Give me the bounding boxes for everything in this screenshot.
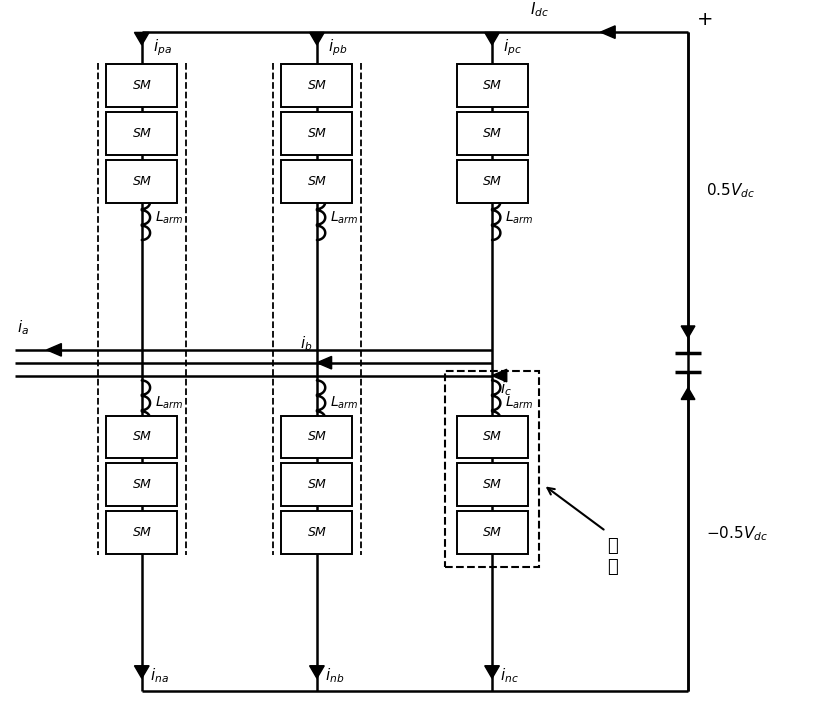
Text: $SM$: $SM$	[132, 127, 152, 140]
Bar	[282, 416, 352, 458]
Text: $L_{arm}$: $L_{arm}$	[330, 209, 359, 226]
Text: $L_{arm}$: $L_{arm}$	[155, 209, 183, 226]
Polygon shape	[309, 665, 324, 678]
Text: $i_{nb}$: $i_{nb}$	[325, 667, 344, 685]
Text: $SM$: $SM$	[482, 526, 502, 539]
Bar	[107, 64, 178, 107]
Text: $SM$: $SM$	[132, 431, 152, 443]
Polygon shape	[600, 26, 615, 39]
Text: $i_{nc}$: $i_{nc}$	[500, 667, 519, 685]
Text: $i_{pa}$: $i_{pa}$	[153, 38, 172, 59]
Text: $-0.5V_{dc}$: $-0.5V_{dc}$	[706, 525, 768, 543]
Bar	[282, 463, 352, 506]
Text: $SM$: $SM$	[482, 127, 502, 140]
Text: $i_{pc}$: $i_{pc}$	[503, 38, 521, 59]
Text: $SM$: $SM$	[307, 431, 327, 443]
Bar	[282, 511, 352, 554]
Text: $i_a$: $i_a$	[17, 318, 28, 337]
Text: $+$: $+$	[696, 11, 713, 29]
Bar	[107, 112, 178, 155]
Text: $SM$: $SM$	[132, 526, 152, 539]
Bar	[107, 416, 178, 458]
Bar	[282, 160, 352, 203]
Bar	[457, 112, 527, 155]
Polygon shape	[309, 32, 324, 45]
Text: $I_{dc}$: $I_{dc}$	[530, 1, 549, 19]
Text: $L_{arm}$: $L_{arm}$	[330, 395, 359, 411]
Polygon shape	[134, 665, 149, 678]
Text: $SM$: $SM$	[132, 79, 152, 92]
Text: $SM$: $SM$	[307, 478, 327, 491]
Text: $i_c$: $i_c$	[500, 379, 512, 398]
Bar	[457, 416, 527, 458]
Text: $L_{arm}$: $L_{arm}$	[505, 395, 534, 411]
Bar	[107, 463, 178, 506]
Bar	[457, 64, 527, 107]
Text: $L_{arm}$: $L_{arm}$	[505, 209, 534, 226]
Text: $SM$: $SM$	[132, 478, 152, 491]
Text: $0.5V_{dc}$: $0.5V_{dc}$	[706, 181, 756, 200]
Text: $SM$: $SM$	[307, 175, 327, 188]
Polygon shape	[681, 388, 695, 400]
Polygon shape	[485, 32, 500, 45]
Polygon shape	[317, 356, 332, 369]
Bar	[457, 511, 527, 554]
Text: $i_{pb}$: $i_{pb}$	[328, 38, 347, 59]
Polygon shape	[492, 369, 507, 382]
Bar	[107, 511, 178, 554]
Polygon shape	[485, 665, 500, 678]
Polygon shape	[47, 343, 62, 356]
Text: $SM$: $SM$	[132, 175, 152, 188]
Polygon shape	[134, 32, 149, 45]
Polygon shape	[681, 326, 695, 338]
Text: $SM$: $SM$	[307, 127, 327, 140]
Text: $SM$: $SM$	[307, 526, 327, 539]
Text: $i_{na}$: $i_{na}$	[150, 667, 169, 685]
Text: 桥
臂: 桥 臂	[607, 537, 618, 575]
Bar	[107, 160, 178, 203]
Text: $i_b$: $i_b$	[300, 334, 313, 353]
Text: $SM$: $SM$	[482, 79, 502, 92]
Bar	[282, 112, 352, 155]
Bar	[282, 64, 352, 107]
Text: $SM$: $SM$	[482, 478, 502, 491]
Bar	[457, 160, 527, 203]
Text: $SM$: $SM$	[482, 431, 502, 443]
Bar	[457, 463, 527, 506]
Bar	[445, 371, 539, 567]
Text: $L_{arm}$: $L_{arm}$	[155, 395, 183, 411]
Text: $SM$: $SM$	[307, 79, 327, 92]
Text: $SM$: $SM$	[482, 175, 502, 188]
